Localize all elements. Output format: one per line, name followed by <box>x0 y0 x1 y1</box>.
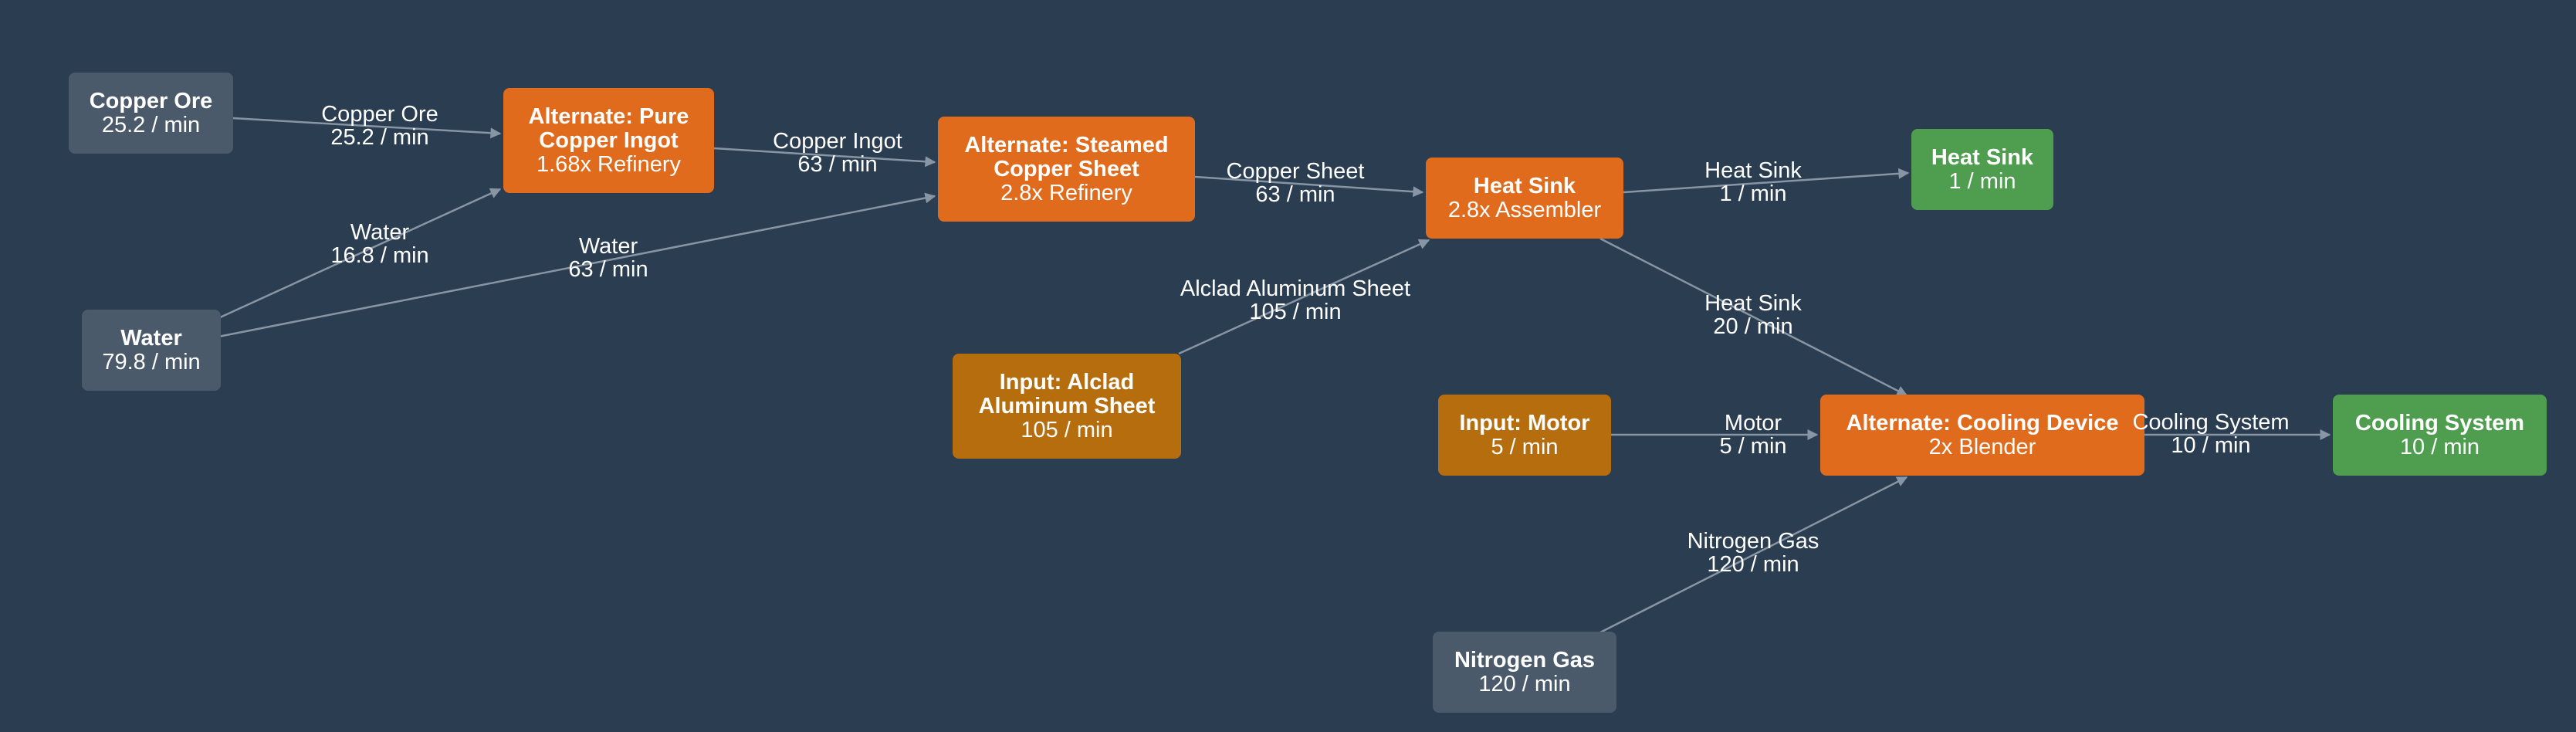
edge-alclad_input-to-heat_sink <box>1178 239 1430 355</box>
edge-label-cooling-system: Cooling System 10 / min <box>2132 411 2289 457</box>
edge-item: Copper Sheet <box>1226 159 1365 184</box>
node-rate: 79.8 / min <box>102 349 201 374</box>
edge-item: Water <box>350 220 410 245</box>
edge-rate: 20 / min <box>1713 314 1793 339</box>
edge-label-motor: Motor 5 / min <box>1719 412 1786 458</box>
node-nitrogen-gas[interactable]: Nitrogen Gas 120 / min <box>1433 632 1616 713</box>
edge-label-heat-sink-output: Heat Sink 1 / min <box>1704 159 1802 205</box>
node-title: Nitrogen Gas <box>1454 647 1596 673</box>
node-machine: 1.68x Refinery <box>537 151 681 177</box>
edge-item: Copper Ingot <box>773 129 902 154</box>
node-rate: 1 / min <box>1948 168 2016 194</box>
node-title: Heat Sink <box>1931 144 2034 170</box>
edge-item: Motor <box>1724 411 1782 435</box>
edge-item: Nitrogen Gas <box>1687 529 1819 554</box>
edge-rate: 63 / min <box>568 257 648 282</box>
node-input-motor[interactable]: Input: Motor 5 / min <box>1438 395 1611 476</box>
node-copper-ore[interactable]: Copper Ore 25.2 / min <box>69 73 233 154</box>
edge-item: Alclad Aluminum Sheet <box>1180 276 1411 301</box>
edge-rate: 25.2 / min <box>330 125 429 150</box>
edge-label-copper-ore: Copper Ore 25.2 / min <box>321 103 438 149</box>
edge-label-copper-ingot: Copper Ingot 63 / min <box>773 130 902 176</box>
edge-item: Heat Sink <box>1704 291 1802 316</box>
node-input-alclad-aluminum-sheet[interactable]: Input: Alclad Aluminum Sheet 105 / min <box>953 354 1181 459</box>
node-machine: 2.8x Refinery <box>1000 180 1132 205</box>
node-water[interactable]: Water 79.8 / min <box>82 310 221 391</box>
edge-rate: 5 / min <box>1719 434 1787 459</box>
node-title: Cooling System <box>2354 410 2525 435</box>
edge-label-copper-sheet: Copper Sheet 63 / min <box>1227 160 1365 206</box>
node-rate: 120 / min <box>1478 671 1571 696</box>
node-steamed-copper-sheet[interactable]: Alternate: Steamed Copper Sheet 2.8x Ref… <box>938 117 1195 222</box>
edge-nitrogen-to-cooling_device <box>1599 476 1908 634</box>
edge-rate: 1 / min <box>1719 181 1787 206</box>
node-heat-sink-output[interactable]: Heat Sink 1 / min <box>1911 129 2053 210</box>
node-heat-sink-recipe[interactable]: Heat Sink 2.8x Assembler <box>1426 158 1623 239</box>
edge-water-to-steamed_sheet <box>218 192 936 338</box>
node-machine: 2.8x Assembler <box>1447 197 1602 222</box>
edge-item: Water <box>578 234 638 259</box>
edge-rate: 63 / min <box>797 152 878 177</box>
node-title: Input: Motor <box>1459 410 1590 435</box>
node-rate: 5 / min <box>1491 434 1559 459</box>
edge-label-nitrogen: Nitrogen Gas 120 / min <box>1687 530 1819 576</box>
node-title: Alternate: Cooling Device <box>1846 410 2119 435</box>
node-title: Copper Ore <box>89 88 213 114</box>
edge-rate: 10 / min <box>2171 433 2251 458</box>
node-cooling-system-output[interactable]: Cooling System 10 / min <box>2333 395 2547 476</box>
edge-heat_sink-to-cooling_device <box>1599 237 1908 397</box>
edge-steamed_sheet-to-heat_sink <box>1194 175 1424 198</box>
edge-label-water-to-sheet: Water 63 / min <box>568 235 648 281</box>
edge-label-alclad: Alclad Aluminum Sheet 105 / min <box>1180 277 1410 324</box>
edge-heat_sink-to-heat_sink_out <box>1623 168 1910 194</box>
node-title: Alternate: Steamed Copper Sheet <box>964 132 1169 181</box>
edge-copper_ore-to-pure_ingot <box>232 117 502 139</box>
node-rate: 25.2 / min <box>101 112 201 137</box>
node-title: Heat Sink <box>1473 173 1576 198</box>
node-rate: 10 / min <box>2399 434 2480 459</box>
edge-item: Copper Ore <box>321 102 438 127</box>
edge-rate: 63 / min <box>1255 182 1335 207</box>
edge-rate: 120 / min <box>1707 552 1799 577</box>
edge-label-water-to-ingot: Water 16.8 / min <box>330 221 428 267</box>
node-machine: 2x Blender <box>1928 434 2036 459</box>
node-title: Alternate: Pure Copper Ingot <box>528 103 689 153</box>
edge-rate: 105 / min <box>1249 300 1342 324</box>
node-rate: 105 / min <box>1021 417 1113 442</box>
node-cooling-device[interactable]: Alternate: Cooling Device 2x Blender <box>1820 395 2144 476</box>
edge-label-heat-sink-to-cooling: Heat Sink 20 / min <box>1704 292 1802 338</box>
edge-item: Heat Sink <box>1704 158 1802 183</box>
edge-rate: 16.8 / min <box>330 243 429 268</box>
edge-pure_ingot-to-steamed_sheet <box>713 147 936 168</box>
node-pure-copper-ingot[interactable]: Alternate: Pure Copper Ingot 1.68x Refin… <box>503 88 714 193</box>
edge-water-to-pure_ingot <box>218 188 502 320</box>
edge-item: Cooling System <box>2132 410 2290 435</box>
node-title: Input: Alclad Aluminum Sheet <box>978 369 1156 419</box>
node-title: Water <box>120 325 182 351</box>
